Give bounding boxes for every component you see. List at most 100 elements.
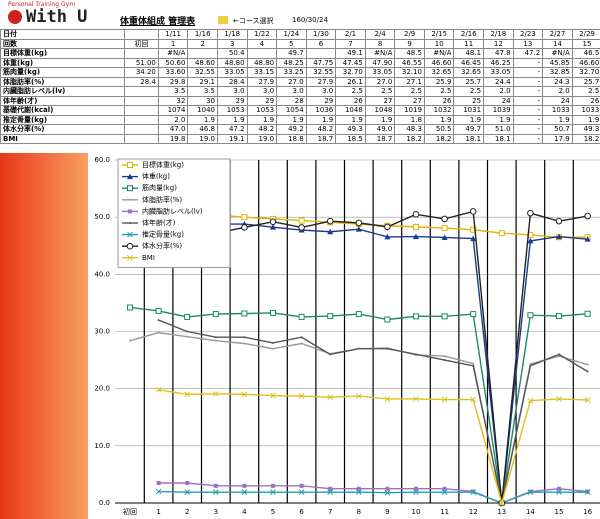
row-label: 目標体重(kg) xyxy=(0,48,126,59)
marker xyxy=(472,362,475,365)
cell: 24.3 xyxy=(542,76,573,87)
marker xyxy=(441,313,448,320)
cell: 18.2 xyxy=(423,133,455,144)
cell: 2/18 xyxy=(483,29,514,40)
cell: 33.25 xyxy=(276,67,307,78)
marker xyxy=(384,396,391,402)
cell: 49.3 xyxy=(571,124,600,135)
cell: 14 xyxy=(542,38,573,49)
cell: 29.1 xyxy=(187,76,218,87)
cell: 29 xyxy=(305,95,337,106)
marker xyxy=(298,393,305,399)
marker xyxy=(212,489,219,495)
cell: 4 xyxy=(246,38,278,49)
cell: - xyxy=(512,105,544,116)
cell: 46.60 xyxy=(423,57,455,68)
cell: 2.5 xyxy=(423,86,455,97)
marker xyxy=(442,486,447,491)
marker xyxy=(127,254,133,261)
marker xyxy=(413,396,419,402)
marker xyxy=(586,363,589,366)
marker xyxy=(558,353,560,356)
x-tick-label: 7 xyxy=(328,508,332,516)
row-label: 体水分率(%) xyxy=(0,124,126,135)
marker xyxy=(327,228,334,235)
cell: 18.2 xyxy=(571,133,600,144)
select-icon[interactable] xyxy=(218,16,228,24)
marker xyxy=(470,396,477,403)
cell: 24 xyxy=(542,95,573,106)
marker xyxy=(443,359,446,362)
cell: - xyxy=(512,76,544,87)
cell: 2.0 xyxy=(157,114,189,125)
cell: 2/16 xyxy=(453,29,485,40)
cell: 18.5 xyxy=(335,133,366,144)
y-tick-label: 0.0 xyxy=(99,499,110,507)
table-row: 内臓脂肪レベル(lv) 3.5 3.5 3.0 3.0 3.0 3.0 2.5 2.5 2.5 2.… xyxy=(0,86,600,97)
cell: 49.1 xyxy=(335,48,366,59)
cell: 1 xyxy=(157,38,189,49)
x-tick-label: 16 xyxy=(583,508,592,516)
cell: 48.3 xyxy=(394,124,425,135)
marker xyxy=(498,230,505,237)
cell: 29 xyxy=(216,95,248,106)
table-row: 目標体重(kg) #N/A 50.4 49.7 49.1 #N/A 48.5 #N/A 48.1… xyxy=(0,48,600,59)
cell: 3 xyxy=(216,38,248,49)
cell: 46.60 xyxy=(571,57,600,68)
cell: 46.25 xyxy=(483,57,514,68)
x-tick-label: 9 xyxy=(385,508,389,516)
header: Personal Training Gym With U 体重体組成 管理表 ←… xyxy=(0,0,600,29)
cell: 32.55 xyxy=(305,67,337,78)
cell: 1.9 xyxy=(335,114,366,125)
row-label: BMI xyxy=(0,133,126,144)
legend-label: 体年齢(才) xyxy=(142,218,176,227)
cell: 2.5 xyxy=(453,86,485,97)
cell: 27 xyxy=(394,95,425,106)
marker xyxy=(241,214,248,221)
row-label: 回数 xyxy=(0,38,126,49)
cell: 1.9 xyxy=(305,114,337,125)
legend-label: 目標体重(kg) xyxy=(142,160,184,169)
marker xyxy=(186,335,189,338)
cell: 3.0 xyxy=(216,86,248,97)
cell: 33.05 xyxy=(364,67,396,78)
legend-label: BMI xyxy=(142,254,155,262)
marker xyxy=(155,386,162,393)
marker xyxy=(129,339,131,342)
marker xyxy=(272,341,274,344)
table-row: 体水分率(%) 47.0 46.8 47.2 48.2 49.2 48.2 49.3 49.0 4… xyxy=(0,124,600,135)
y-tick-label: 40.0 xyxy=(94,270,110,278)
cell: 47.45 xyxy=(335,57,366,68)
cell: #N/A xyxy=(423,48,455,59)
cell: 32.10 xyxy=(394,67,425,78)
cell: 29.8 xyxy=(157,76,189,87)
marker xyxy=(357,347,360,350)
x-tick-label: 15 xyxy=(555,508,564,516)
cell: 24 xyxy=(483,95,514,106)
table: 日付 1/11 1/16 1/18 1/22 1/24 1/30 2/1 2/4 2/9 2/15 2… xyxy=(0,29,600,144)
cell: 11 xyxy=(453,38,485,49)
cell: 7 xyxy=(335,38,366,49)
cell: 1.9 xyxy=(216,114,248,125)
x-tick-label: 5 xyxy=(271,508,275,516)
cell: 19.8 xyxy=(157,133,189,144)
cell: 49.7 xyxy=(276,48,307,59)
y-tick-label: 60.0 xyxy=(94,156,110,164)
cell: 19.0 xyxy=(187,133,218,144)
cell: 12 xyxy=(483,38,514,49)
cell: 51.0 xyxy=(483,124,514,135)
marker xyxy=(470,226,477,233)
marker xyxy=(271,483,275,488)
row-label: 基礎代謝(kcal) xyxy=(0,105,126,116)
cell: 46.5 xyxy=(571,48,600,59)
cell: 1.9 xyxy=(187,114,218,125)
cell: 1.9 xyxy=(453,114,485,125)
marker xyxy=(298,217,305,224)
cell: 1/22 xyxy=(246,29,278,40)
cell: 32.85 xyxy=(542,67,573,78)
marker xyxy=(213,483,218,488)
cell: 1.9 xyxy=(276,114,307,125)
cell: 28.4 xyxy=(216,76,248,87)
row-label: 推定骨量(kg) xyxy=(0,114,126,125)
